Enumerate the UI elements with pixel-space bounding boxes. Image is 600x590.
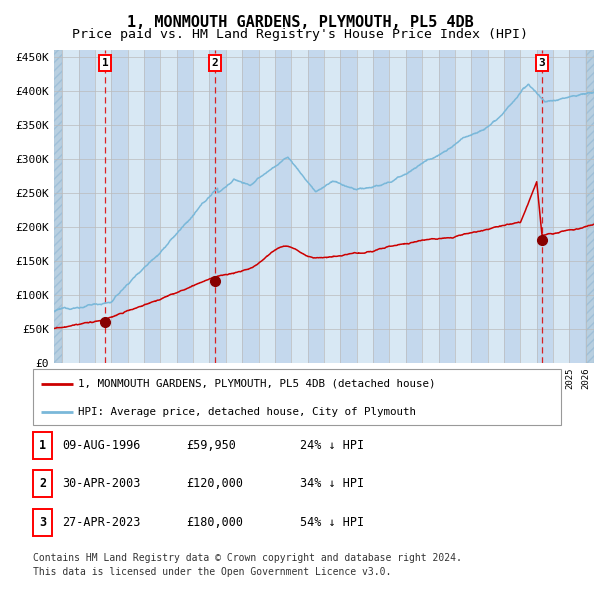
Text: 34% ↓ HPI: 34% ↓ HPI — [300, 477, 364, 490]
Text: 24% ↓ HPI: 24% ↓ HPI — [300, 439, 364, 452]
Text: 30-APR-2003: 30-APR-2003 — [62, 477, 140, 490]
Bar — [54, 50, 62, 363]
Bar — [569, 50, 586, 363]
Bar — [193, 50, 209, 363]
Text: Contains HM Land Registry data © Crown copyright and database right 2024.
This d: Contains HM Land Registry data © Crown c… — [33, 553, 462, 577]
Bar — [324, 50, 340, 363]
Bar — [111, 50, 128, 363]
Bar — [160, 50, 177, 363]
Text: 1, MONMOUTH GARDENS, PLYMOUTH, PL5 4DB (detached house): 1, MONMOUTH GARDENS, PLYMOUTH, PL5 4DB (… — [78, 379, 436, 389]
Text: 09-AUG-1996: 09-AUG-1996 — [62, 439, 140, 452]
Bar — [209, 50, 226, 363]
Bar — [504, 50, 520, 363]
Bar — [62, 50, 79, 363]
Bar — [389, 50, 406, 363]
Text: 2: 2 — [39, 477, 46, 490]
Text: 1, MONMOUTH GARDENS, PLYMOUTH, PL5 4DB: 1, MONMOUTH GARDENS, PLYMOUTH, PL5 4DB — [127, 15, 473, 30]
Bar — [95, 50, 111, 363]
Bar — [520, 50, 537, 363]
Bar — [373, 50, 389, 363]
Text: £59,950: £59,950 — [186, 439, 236, 452]
Bar — [144, 50, 160, 363]
Text: 1: 1 — [101, 58, 108, 68]
Text: Price paid vs. HM Land Registry's House Price Index (HPI): Price paid vs. HM Land Registry's House … — [72, 28, 528, 41]
Bar — [553, 50, 569, 363]
Bar — [291, 50, 308, 363]
Bar — [177, 50, 193, 363]
Bar — [439, 50, 455, 363]
Bar — [226, 50, 242, 363]
FancyBboxPatch shape — [33, 369, 561, 425]
Bar — [406, 50, 422, 363]
Text: 2: 2 — [211, 58, 218, 68]
Text: £120,000: £120,000 — [186, 477, 243, 490]
Bar — [422, 50, 439, 363]
Text: 54% ↓ HPI: 54% ↓ HPI — [300, 516, 364, 529]
Text: 1: 1 — [39, 439, 46, 452]
Text: 27-APR-2023: 27-APR-2023 — [62, 516, 140, 529]
Bar — [242, 50, 259, 363]
Text: 3: 3 — [39, 516, 46, 529]
Bar — [275, 50, 291, 363]
Bar — [357, 50, 373, 363]
Bar — [537, 50, 553, 363]
Bar — [79, 50, 95, 363]
Bar — [259, 50, 275, 363]
Bar — [471, 50, 488, 363]
Text: £180,000: £180,000 — [186, 516, 243, 529]
Text: 3: 3 — [539, 58, 545, 68]
Bar — [455, 50, 471, 363]
Bar — [308, 50, 324, 363]
Bar — [586, 50, 594, 363]
Text: HPI: Average price, detached house, City of Plymouth: HPI: Average price, detached house, City… — [78, 408, 416, 418]
Bar — [488, 50, 504, 363]
Bar — [128, 50, 144, 363]
Bar — [340, 50, 357, 363]
